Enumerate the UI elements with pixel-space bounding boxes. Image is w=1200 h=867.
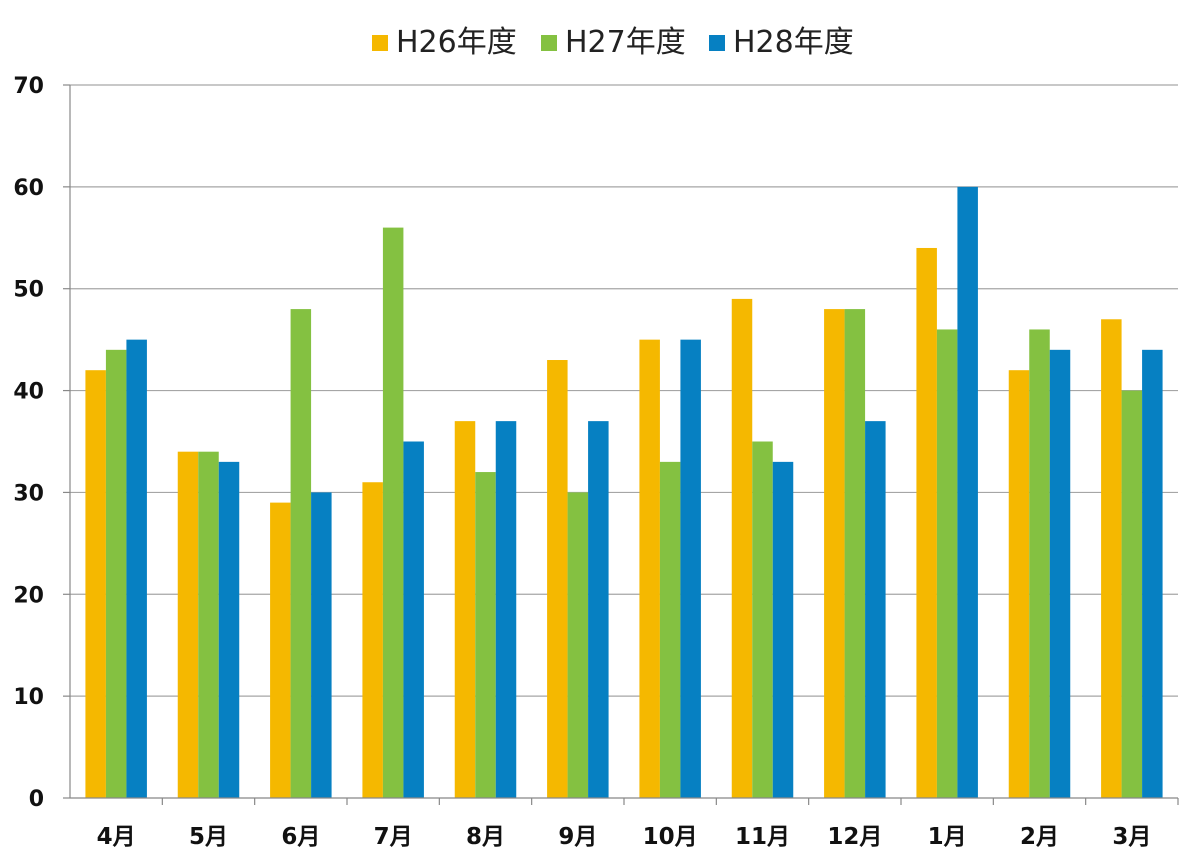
bar-H26年度-5月: [177, 451, 199, 798]
bar-H28年度-9月: [588, 421, 609, 798]
bar-H26年度-11月: [731, 298, 753, 798]
bar-H27年度-6月: [290, 309, 312, 798]
bar-H28年度-1月: [957, 186, 978, 798]
legend-label: H27年度: [565, 25, 686, 60]
x-tick-label: 10月: [643, 824, 698, 850]
legend-swatch-H27年度: [541, 35, 557, 51]
legend-label: H26年度: [396, 25, 517, 60]
bar-H26年度-6月: [270, 502, 291, 798]
bar-H27年度-3月: [1121, 390, 1143, 798]
x-axis-ticks: 4月 5月 6月 7月 8月 9月 10月 11月 12月 1月 2月 3月: [97, 798, 1179, 850]
bar-H28年度-8月: [495, 421, 517, 798]
x-tick-label: 11月: [735, 824, 790, 850]
gridlines: [70, 84, 1178, 697]
bar-H27年度-1月: [936, 329, 958, 798]
bar-H26年度-4月: [85, 370, 106, 798]
bars: [85, 186, 1163, 799]
bar-H28年度-5月: [218, 461, 240, 798]
bar-H27年度-8月: [475, 472, 496, 798]
x-tick-label: 5月: [189, 824, 228, 850]
x-tick-label: 6月: [281, 824, 320, 850]
bar-H27年度-4月: [105, 349, 127, 798]
x-tick-label: 4月: [97, 824, 136, 850]
bar-H28年度-2月: [1049, 349, 1071, 798]
bar-H27年度-9月: [567, 492, 589, 798]
bar-H28年度-11月: [772, 461, 794, 798]
bar-H26年度-9月: [547, 360, 568, 798]
x-tick-label: 1月: [928, 824, 967, 850]
bar-H26年度-7月: [362, 482, 383, 798]
bar-H28年度-4月: [126, 339, 147, 798]
bar-H28年度-12月: [865, 421, 886, 798]
x-tick-label: 2月: [1020, 824, 1059, 850]
bar-H26年度-8月: [454, 421, 476, 798]
bar-H27年度-5月: [198, 451, 219, 798]
bar-H27年度-11月: [752, 441, 773, 798]
y-tick-label: 70: [13, 74, 44, 99]
bar-H26年度-10月: [639, 339, 660, 798]
y-tick-label: 50: [13, 278, 44, 303]
x-tick-label: 12月: [827, 824, 882, 850]
legend-swatch-H26年度: [372, 35, 388, 51]
bar-H28年度-3月: [1142, 349, 1163, 798]
bar-H26年度-3月: [1101, 319, 1122, 798]
bar-H28年度-7月: [403, 441, 424, 798]
legend-label: H28年度: [733, 25, 854, 60]
y-axis-ticks: 0 10 20 30 40 50 60 70: [13, 74, 70, 812]
bar-H26年度-2月: [1008, 370, 1030, 798]
bar-H28年度-10月: [680, 339, 701, 798]
y-tick-label: 10: [13, 685, 44, 710]
bar-H27年度-7月: [382, 227, 404, 799]
bar-H26年度-12月: [824, 309, 845, 798]
x-tick-label: 8月: [466, 824, 505, 850]
y-tick-label: 60: [13, 176, 44, 201]
x-tick-label: 9月: [558, 824, 597, 850]
legend: H26年度 H27年度 H28年度: [372, 25, 854, 60]
bar-H27年度-2月: [1029, 329, 1050, 798]
y-tick-label: 30: [13, 481, 44, 506]
bar-H27年度-12月: [844, 309, 866, 798]
x-tick-label: 7月: [374, 824, 413, 850]
y-tick-label: 20: [13, 583, 44, 608]
x-tick-label: 3月: [1112, 824, 1151, 850]
y-tick-label: 0: [29, 787, 44, 812]
y-tick-label: 40: [13, 380, 44, 405]
bar-H27年度-10月: [659, 461, 681, 798]
bar-H26年度-1月: [916, 247, 937, 798]
legend-swatch-H28年度: [709, 35, 725, 51]
bar-H28年度-6月: [311, 492, 332, 798]
